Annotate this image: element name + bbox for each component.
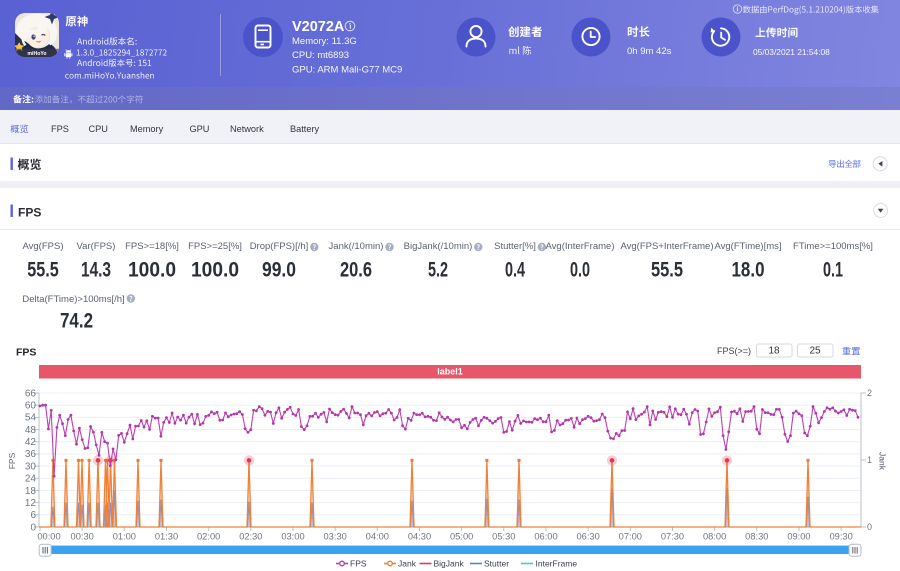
svg-text:Avg(FPS): Avg(FPS) [22,241,63,252]
svg-text:00:00: 00:00 [37,532,60,542]
svg-text:08:00: 08:00 [703,532,726,542]
svg-text:GPU: ARM Mali-G77 MC9: GPU: ARM Mali-G77 MC9 [292,65,402,76]
svg-text:6: 6 [30,510,36,521]
svg-text:04:00: 04:00 [366,532,389,542]
svg-text:14.3: 14.3 [81,259,111,282]
svg-text:Delta(FTime)>100ms[/h]: Delta(FTime)>100ms[/h] [22,294,124,305]
svg-text:0.4: 0.4 [505,259,525,282]
svg-text:18: 18 [25,486,37,497]
svg-text:Avg(InterFrame): Avg(InterFrame) [546,241,615,252]
svg-text:05/03/2021 21:54:08: 05/03/2021 21:54:08 [753,47,830,57]
svg-text:09:30: 09:30 [830,532,853,542]
svg-text:18.0: 18.0 [732,259,765,282]
svg-text:FPS: FPS [350,559,367,569]
svg-text:01:00: 01:00 [113,532,136,542]
svg-text:100.0: 100.0 [128,259,176,282]
svg-text:Jank(/10min): Jank(/10min) [329,241,384,252]
svg-text:0: 0 [30,522,36,533]
svg-text:66: 66 [25,388,37,399]
svg-text:Network: Network [230,124,264,134]
svg-text:42: 42 [25,437,37,448]
svg-text:05:00: 05:00 [450,532,473,542]
svg-text:48: 48 [25,425,37,436]
svg-text:BigJank(/10min): BigJank(/10min) [404,241,473,252]
svg-text:FPS>=25[%]: FPS>=25[%] [188,241,242,252]
svg-text:12: 12 [25,498,37,509]
svg-text:55.5: 55.5 [651,259,683,282]
svg-text:Stutter[%]: Stutter[%] [494,241,536,252]
svg-text:Var(FPS): Var(FPS) [77,241,116,252]
svg-text:02:00: 02:00 [197,532,220,542]
svg-text:00:30: 00:30 [71,532,94,542]
svg-text:07:30: 07:30 [661,532,684,542]
svg-text:miHoYo: miHoYo [27,51,46,57]
svg-text:18: 18 [768,346,780,357]
svg-text:30: 30 [25,461,37,472]
svg-text:60: 60 [25,401,37,412]
svg-text:Jank: Jank [878,452,888,471]
svg-text:Jank: Jank [398,559,417,569]
svg-text:CPU: CPU [89,124,108,134]
svg-text:CPU: mt6893: CPU: mt6893 [292,50,349,61]
svg-text:0.1: 0.1 [823,259,843,282]
svg-text:25: 25 [809,346,821,357]
svg-text:FPS: FPS [18,205,41,219]
svg-text:1: 1 [867,455,872,465]
svg-text:0h 9m 42s: 0h 9m 42s [627,46,672,57]
svg-text:03:30: 03:30 [324,532,347,542]
svg-text:FPS: FPS [16,347,36,359]
svg-text:04:30: 04:30 [408,532,431,542]
svg-text:Avg(FTime)[ms]: Avg(FTime)[ms] [714,241,781,252]
svg-text:Memory: Memory [130,124,164,134]
svg-text:24: 24 [25,474,37,485]
svg-text:Stutter: Stutter [484,559,509,569]
svg-text:55.5: 55.5 [27,259,59,282]
svg-text:99.0: 99.0 [262,259,296,282]
svg-text:05:30: 05:30 [492,532,515,542]
svg-text:InterFrame: InterFrame [536,559,578,569]
svg-text:74.2: 74.2 [60,310,93,333]
svg-text:01:30: 01:30 [155,532,178,542]
svg-text:07:00: 07:00 [619,532,642,542]
svg-text:36: 36 [25,449,37,460]
svg-text:06:00: 06:00 [534,532,557,542]
svg-text:20.6: 20.6 [340,259,372,282]
svg-text:FPS: FPS [7,452,17,469]
svg-text:2: 2 [867,388,872,398]
svg-text:V2072A: V2072A [292,19,345,35]
svg-text:GPU: GPU [190,124,210,134]
svg-text:5.2: 5.2 [428,259,448,282]
svg-text:FPS: FPS [51,124,69,134]
svg-text:FPS>=18[%]: FPS>=18[%] [125,241,179,252]
svg-text:08:30: 08:30 [745,532,768,542]
svg-text:FPS(>=): FPS(>=) [717,346,751,356]
svg-text:100.0: 100.0 [191,259,239,282]
svg-text:Avg(FPS+InterFrame): Avg(FPS+InterFrame) [620,241,713,252]
svg-text:BigJank: BigJank [434,559,465,569]
svg-text:Memory: 11.3G: Memory: 11.3G [292,36,357,47]
svg-text:09:00: 09:00 [787,532,810,542]
svg-text:02:30: 02:30 [239,532,262,542]
svg-text:FTime>=100ms[%]: FTime>=100ms[%] [793,241,873,252]
svg-text:Battery: Battery [290,124,320,134]
svg-text:Drop(FPS)[/h]: Drop(FPS)[/h] [250,241,309,252]
svg-text:06:30: 06:30 [577,532,600,542]
svg-text:label1: label1 [437,367,463,377]
svg-text:03:00: 03:00 [281,532,304,542]
svg-text:54: 54 [25,413,37,424]
svg-text:0: 0 [867,522,872,532]
svg-text:0.0: 0.0 [570,259,590,282]
